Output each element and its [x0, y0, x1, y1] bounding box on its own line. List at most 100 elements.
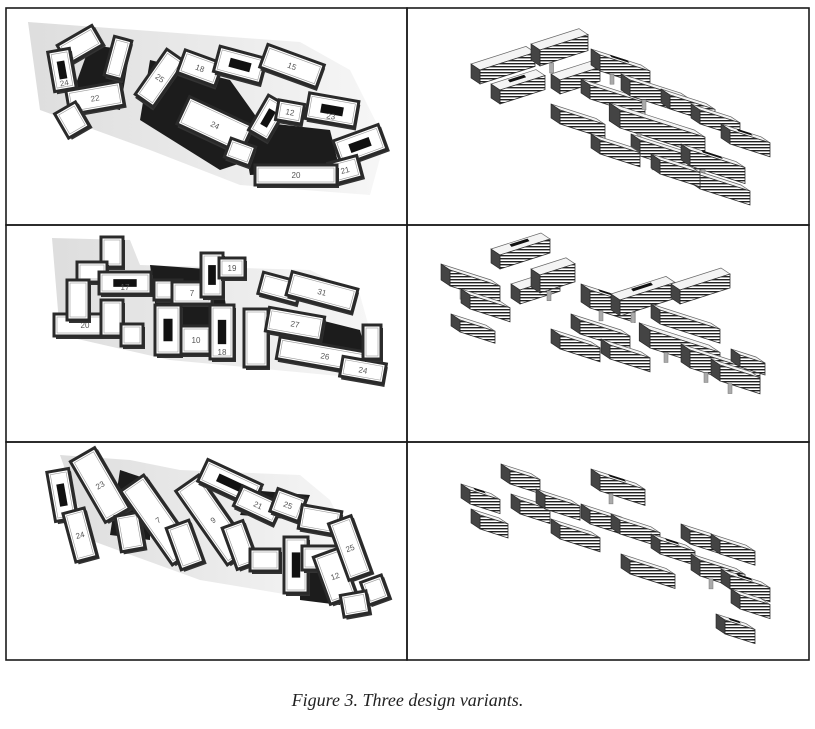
block-number-label: 25: [282, 500, 294, 512]
building-block: 24: [337, 354, 389, 387]
stacked-block-3d: [610, 513, 661, 548]
block-number-label: 24: [209, 119, 221, 131]
block-number-label: 12: [285, 107, 296, 118]
plan-view-variant-1: 24 22 25 18 15 24 12 23 21 20: [28, 22, 390, 195]
block-number-label: 22: [90, 93, 101, 104]
building-block: 31: [284, 269, 360, 316]
building-block: 25: [133, 47, 187, 111]
stacked-block-3d: [590, 468, 646, 506]
stacked-block-3d: [590, 133, 641, 168]
panel-frame-r3c2: [406, 441, 810, 661]
stacked-block-3d: [710, 533, 756, 566]
building-block: [222, 136, 258, 170]
stacked-block-3d: [550, 328, 601, 363]
building-block: 25: [326, 513, 375, 583]
block-number-label: 23: [326, 111, 337, 122]
block-number-label: 24: [75, 530, 86, 541]
block-number-label: 20: [81, 321, 90, 330]
stacked-block-3d: [470, 508, 509, 539]
stacked-block-3d: [530, 28, 589, 74]
building-block: 25: [267, 486, 309, 525]
stacked-block-3d: [600, 338, 651, 373]
building-block: [113, 510, 148, 555]
building-block: 15: [257, 42, 327, 92]
block-number-label: 26: [320, 351, 331, 362]
building-block: 17: [97, 270, 153, 297]
stacked-block-3d: [550, 103, 606, 139]
stacked-block-3d: [580, 78, 646, 118]
building-block: [153, 303, 183, 358]
block-number-label: 27: [290, 319, 301, 330]
building-block: [211, 44, 269, 88]
stacked-block-3d: [530, 257, 576, 302]
stacked-block-3d: [450, 313, 496, 344]
block-number-label: 7: [154, 515, 163, 525]
stacked-block-3d: [610, 276, 676, 323]
stacked-block-3d: [570, 313, 631, 351]
block-number-label: 21: [340, 165, 351, 176]
block-number-label: 12: [329, 571, 341, 583]
block-number-label: 10: [192, 336, 201, 345]
block-number-label: 20: [292, 171, 301, 180]
plan-view-variant-3: 2423792125191225: [45, 445, 393, 620]
stacked-block-3d: [440, 263, 501, 303]
stacked-block-3d: [608, 102, 706, 156]
block-number-label: 18: [218, 348, 227, 357]
stacked-block-3d: [550, 60, 601, 95]
block-number-label: 9: [209, 515, 218, 525]
block-number-label: 21: [252, 499, 264, 511]
stacked-block-3d: [550, 518, 601, 553]
block-number-label: 19: [228, 264, 237, 273]
stacked-block-3d: [500, 463, 541, 495]
building-block: [52, 99, 93, 141]
block-number-label: 31: [316, 287, 327, 298]
building-block: [248, 547, 282, 574]
building-block: 18: [208, 303, 236, 362]
stacked-block-3d: [490, 69, 546, 105]
building-block: [361, 323, 383, 362]
building-block: 20: [253, 163, 339, 188]
perspective-view-variant-3: [460, 463, 771, 645]
stacked-block-3d: [490, 232, 551, 270]
block-number-label: 24: [59, 78, 70, 89]
building-block: 22: [64, 79, 127, 118]
building-block: [119, 322, 145, 349]
stacked-block-3d: [730, 348, 766, 376]
stacked-block-3d: [650, 303, 721, 344]
stacked-block-3d: [670, 267, 731, 305]
building-block: 23: [303, 91, 361, 131]
stacked-block-3d: [470, 46, 536, 85]
stacked-block-3d: [650, 153, 701, 188]
stacked-block-3d: [710, 358, 761, 395]
stacked-block-3d: [535, 488, 581, 521]
building-block: [164, 518, 207, 572]
block-number-label: 15: [286, 61, 298, 73]
figure-caption: Figure 3. Three design variants.: [291, 690, 524, 710]
perspective-view-variant-2: [440, 232, 766, 395]
building-block: 18: [175, 47, 225, 90]
block-number-label: 24: [358, 365, 369, 376]
perspective-view-variant-1: [470, 28, 771, 206]
stacked-block-3d: [680, 143, 746, 185]
stacked-block-3d: [730, 588, 771, 620]
plan-view-variant-2: 17 7 19 31 20 10 18 27 26 24: [52, 235, 389, 387]
building-block: [102, 34, 134, 84]
stacked-block-3d: [720, 568, 771, 603]
block-number-label: 7: [190, 289, 195, 298]
building-block: 24: [61, 506, 100, 565]
block-number-label: 18: [194, 63, 206, 75]
stacked-block-3d: [620, 553, 676, 589]
stacked-block-3d: [720, 123, 771, 158]
building-block: 19: [217, 256, 247, 281]
building-block: 27: [263, 305, 327, 344]
stacked-block-3d: [460, 483, 501, 515]
stacked-block-3d: [460, 288, 511, 323]
block-number-label: 25: [344, 543, 356, 555]
building-block: [338, 589, 373, 620]
block-number-label: 17: [121, 283, 130, 292]
building-block: 10: [179, 324, 213, 357]
stacked-block-3d: [715, 613, 756, 645]
building-block: [65, 278, 91, 323]
building-block: 12: [273, 98, 307, 128]
